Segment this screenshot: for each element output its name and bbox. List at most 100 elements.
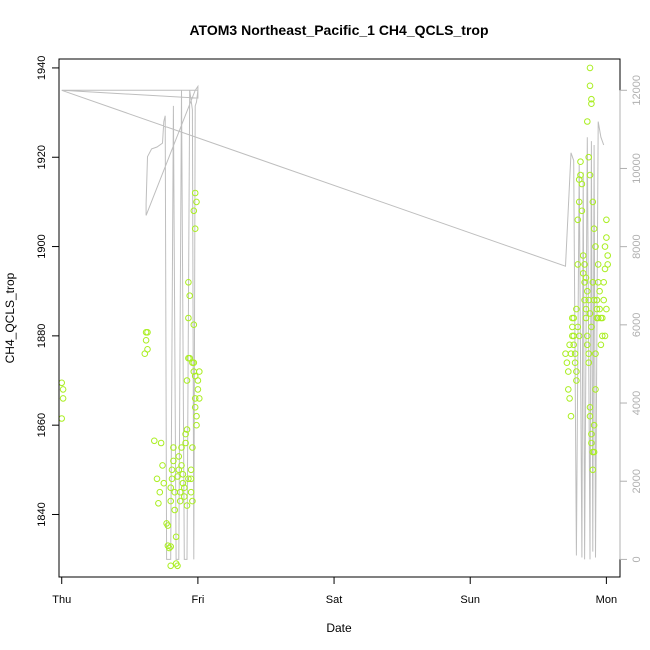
data-point bbox=[571, 359, 579, 367]
data-point bbox=[603, 305, 610, 313]
data-point bbox=[168, 475, 176, 483]
data-point bbox=[574, 216, 582, 224]
data-point bbox=[584, 341, 591, 349]
data-point bbox=[167, 562, 174, 570]
data-point bbox=[187, 488, 195, 496]
data-point bbox=[590, 421, 598, 429]
data-point bbox=[183, 502, 191, 509]
y2-tick-label: 8000 bbox=[631, 234, 643, 258]
data-point bbox=[144, 329, 151, 336]
y-tick-label: 1860 bbox=[36, 413, 48, 437]
y2-tick-label: 10000 bbox=[631, 153, 643, 184]
data-point bbox=[585, 153, 593, 161]
data-point bbox=[190, 321, 198, 329]
data-point bbox=[190, 359, 198, 367]
data-point bbox=[59, 395, 67, 402]
data-point bbox=[577, 171, 584, 179]
data-point bbox=[581, 261, 588, 268]
data-point bbox=[191, 404, 199, 411]
data-point bbox=[599, 314, 606, 322]
data-point bbox=[186, 292, 193, 300]
data-point bbox=[170, 457, 177, 465]
data-point bbox=[570, 314, 578, 322]
data-point bbox=[179, 479, 187, 487]
data-point bbox=[592, 243, 599, 250]
data-point bbox=[183, 377, 191, 384]
data-point bbox=[182, 439, 189, 447]
data-point bbox=[566, 341, 573, 349]
data-point bbox=[59, 386, 67, 393]
data-point bbox=[600, 279, 608, 286]
data-point bbox=[167, 543, 174, 550]
data-point bbox=[175, 453, 183, 460]
data-point bbox=[571, 350, 579, 358]
data-point bbox=[187, 466, 195, 474]
data-point bbox=[603, 216, 610, 224]
data-point bbox=[588, 430, 595, 438]
x-tick-label: Thu bbox=[52, 594, 71, 606]
data-point bbox=[194, 386, 202, 393]
data-point bbox=[578, 207, 586, 215]
data-point bbox=[585, 359, 593, 367]
data-point bbox=[604, 252, 612, 259]
x-tick-label: Fri bbox=[191, 594, 204, 606]
data-point bbox=[586, 82, 594, 90]
data-point bbox=[193, 198, 200, 206]
data-point bbox=[565, 386, 572, 393]
data-point bbox=[584, 332, 591, 340]
data-point bbox=[189, 444, 196, 451]
data-point bbox=[185, 475, 192, 483]
data-point bbox=[596, 287, 603, 295]
data-point bbox=[596, 305, 603, 313]
data-point bbox=[594, 314, 602, 322]
data-point bbox=[601, 332, 609, 340]
data-point bbox=[167, 484, 174, 492]
data-point bbox=[599, 332, 606, 340]
y2-tick-label: 6000 bbox=[631, 313, 643, 337]
data-point bbox=[174, 562, 181, 570]
data-point bbox=[582, 314, 590, 322]
data-point bbox=[593, 296, 601, 304]
data-point bbox=[589, 198, 597, 206]
data-point bbox=[573, 377, 580, 384]
data-point bbox=[151, 437, 158, 445]
data-point bbox=[578, 180, 586, 188]
data-point bbox=[167, 497, 174, 505]
data-point bbox=[582, 274, 590, 282]
data-point bbox=[566, 395, 573, 402]
data-point bbox=[178, 462, 185, 469]
data-point bbox=[181, 484, 188, 492]
line-layer bbox=[61, 84, 605, 560]
data-point bbox=[185, 314, 192, 322]
data-point bbox=[142, 337, 150, 344]
y2-tick-label: 12000 bbox=[631, 75, 643, 106]
data-point bbox=[581, 296, 588, 304]
data-point bbox=[569, 332, 576, 340]
data-point bbox=[164, 522, 172, 529]
data-point bbox=[582, 305, 590, 313]
data-point bbox=[168, 466, 176, 474]
data-point bbox=[575, 198, 583, 206]
data-point bbox=[589, 279, 597, 286]
data-point bbox=[155, 500, 162, 507]
data-point bbox=[160, 479, 168, 487]
data-point bbox=[156, 488, 164, 496]
data-point bbox=[191, 395, 199, 402]
data-point bbox=[585, 350, 593, 358]
data-point bbox=[573, 305, 580, 313]
y2-tick-label: 4000 bbox=[631, 391, 643, 415]
data-point bbox=[182, 430, 189, 438]
y-axis-label: CH4_QCLS_trop bbox=[3, 272, 17, 363]
data-point bbox=[588, 323, 595, 331]
data-point bbox=[574, 323, 582, 331]
x-axis-label: Date bbox=[326, 621, 352, 635]
data-point bbox=[573, 368, 580, 375]
data-point bbox=[592, 350, 599, 358]
data-point bbox=[603, 234, 610, 241]
data-point bbox=[586, 64, 594, 72]
data-point bbox=[589, 466, 597, 474]
y-axis-right: 0 2000 4000 6000 8000 10000 12000 bbox=[619, 75, 643, 562]
data-point bbox=[590, 448, 598, 456]
